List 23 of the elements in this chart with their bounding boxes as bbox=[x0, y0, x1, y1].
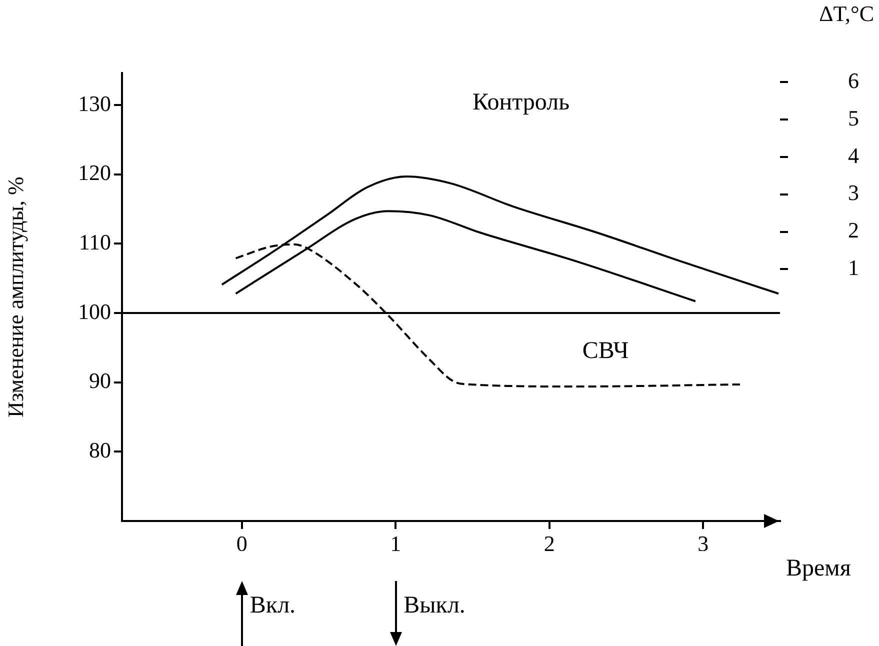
y2-tick-label: 4 bbox=[848, 142, 859, 168]
y2-tick-label: 3 bbox=[848, 180, 859, 206]
x-tick-label: 2 bbox=[544, 530, 555, 556]
x-tick-label: 1 bbox=[390, 530, 402, 556]
y2-tick-label: 2 bbox=[848, 218, 859, 243]
x-axis-title: Время bbox=[786, 555, 851, 582]
y-axis-title: Изменение амплитуды, % bbox=[2, 176, 28, 418]
x-tick-label: 3 bbox=[698, 530, 709, 556]
text: Вкл. bbox=[250, 592, 296, 618]
y-tick-label: 120 bbox=[78, 160, 111, 186]
series-label: СВЧ bbox=[582, 338, 629, 364]
y2-tick-label: 5 bbox=[848, 105, 859, 130]
y-tick-label: 130 bbox=[78, 90, 111, 116]
text: Выкл. bbox=[404, 592, 466, 618]
x-tick-label: 0 bbox=[236, 530, 248, 556]
y-tick-label: 100 bbox=[78, 298, 111, 324]
y-tick-label: 90 bbox=[89, 368, 111, 394]
y2-tick-label: 6 bbox=[848, 68, 859, 93]
y-tick-label: 80 bbox=[89, 437, 111, 462]
y2-tick-label: 1 bbox=[848, 255, 859, 280]
text: Контроль bbox=[472, 90, 570, 116]
y2-axis-title: ΔT,°C bbox=[819, 0, 874, 26]
y-tick-label: 110 bbox=[78, 230, 111, 255]
